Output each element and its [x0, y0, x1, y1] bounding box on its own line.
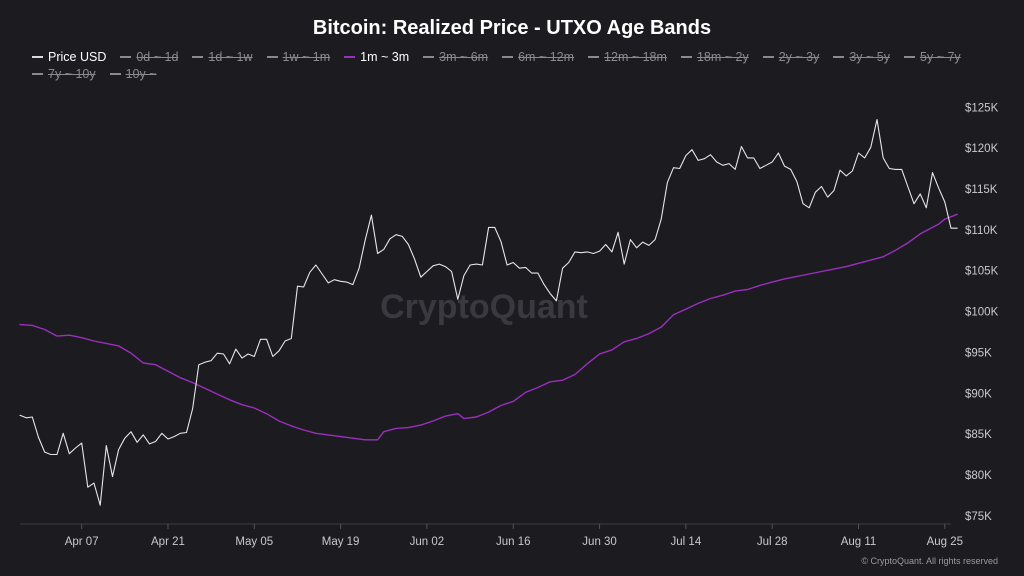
chart-title: Bitcoin: Realized Price - UTXO Age Bands — [312, 17, 712, 39]
legend-label: 7y ~ 10y — [48, 67, 96, 81]
x-tick-label: Jul 14 — [671, 536, 702, 548]
x-tick-label: Jun 02 — [410, 536, 445, 548]
legend-swatch — [109, 73, 121, 75]
legend-item-2y-3y[interactable]: 2y ~ 3y — [762, 50, 820, 64]
legend-item-10y[interactable]: 10y ~ — [109, 67, 157, 81]
y-tick-label: $85K — [965, 429, 992, 441]
legend-label: 12m ~ 18m — [604, 50, 667, 64]
x-tick-label: Apr 21 — [151, 536, 185, 548]
legend-label: 1d ~ 1w — [208, 50, 253, 64]
series-line-price-usd — [19, 118, 958, 506]
legend-item-18m-2y[interactable]: 18m ~ 2y — [680, 50, 749, 64]
legend-label: 6m ~ 12m — [518, 50, 575, 64]
y-tick-label: $75K — [965, 511, 992, 523]
legend-item-3y-5y[interactable]: 3y ~ 5y — [833, 50, 890, 64]
legend-swatch — [904, 56, 916, 58]
legend-label: 5y ~ 7y — [920, 50, 961, 64]
y-tick-label: $90K — [965, 388, 992, 400]
legend-item-6m-12m[interactable]: 6m ~ 12m — [502, 50, 574, 64]
legend-swatch — [680, 56, 692, 58]
x-tick-label: Jun 16 — [496, 536, 531, 548]
legend-item-5y-7y[interactable]: 5y ~ 7y — [904, 50, 961, 64]
axes: Apr 07 Apr 21 May 05 May 19 Jun 02 Jun 16 Jun … — [20, 102, 999, 548]
legend-label: 18m ~ 2y — [696, 50, 749, 64]
legend-swatch — [762, 56, 774, 58]
legend-swatch — [266, 56, 278, 58]
legend-label: 3m ~ 6m — [439, 50, 489, 64]
legend-label: 2y ~ 3y — [778, 50, 820, 64]
y-tick-label: $125K — [965, 102, 999, 114]
legend: Price USD 0d ~ 1d 1d ~ 1w 1w ~ 1m 1m ~ 3m 3m … — [32, 50, 1002, 81]
watermark: CryptoQuant — [380, 288, 588, 326]
legend-label: 1w ~ 1m — [282, 50, 331, 64]
copyright-notice: © CryptoQuant. All rights reserved — [861, 556, 998, 566]
legend-label: 0d ~ 1d — [136, 50, 179, 64]
x-tick-label: Jun 30 — [582, 536, 617, 548]
legend-item-7y-10y[interactable]: 7y ~ 10y — [32, 67, 96, 81]
legend-swatch — [423, 56, 435, 58]
legend-item-price-usd[interactable]: Price USD — [32, 50, 106, 64]
y-tick-label: $120K — [965, 143, 999, 155]
legend-label: 3y ~ 5y — [849, 50, 891, 64]
y-tick-label: $100K — [965, 307, 999, 319]
legend-swatch — [344, 56, 356, 58]
legend-item-1d-1w[interactable]: 1d ~ 1w — [192, 50, 253, 64]
legend-item-1m-3m[interactable]: 1m ~ 3m — [344, 50, 409, 64]
legend-swatch — [120, 56, 132, 58]
legend-swatch — [833, 56, 845, 58]
legend-item-3m-6m[interactable]: 3m ~ 6m — [423, 50, 488, 64]
x-tick-label: Aug 25 — [927, 536, 963, 548]
legend-item-12m-18m[interactable]: 12m ~ 18m — [588, 50, 667, 64]
x-tick-label: Aug 11 — [841, 536, 877, 548]
series-layer — [19, 118, 958, 506]
x-tick-label: May 05 — [235, 536, 273, 548]
legend-item-0d-1d[interactable]: 0d ~ 1d — [120, 50, 178, 64]
legend-swatch — [32, 73, 43, 75]
legend-swatch — [502, 56, 514, 58]
x-tick-label: Apr 07 — [65, 536, 99, 548]
legend-label: 10y ~ — [125, 67, 157, 81]
legend-swatch — [32, 56, 43, 58]
y-tick-label: $80K — [965, 470, 992, 482]
x-tick-label: May 19 — [322, 536, 360, 548]
legend-swatch — [192, 56, 204, 58]
y-tick-label: $105K — [965, 266, 999, 278]
legend-label: 1m ~ 3m — [360, 50, 410, 64]
legend-item-1w-1m[interactable]: 1w ~ 1m — [266, 50, 331, 64]
y-tick-label: $115K — [965, 184, 998, 196]
y-tick-label: $110K — [965, 225, 998, 237]
series-line-1m-3m — [19, 213, 958, 441]
legend-swatch — [588, 56, 600, 58]
legend-label: Price USD — [48, 50, 107, 64]
x-tick-label: Jul 28 — [757, 536, 788, 548]
y-tick-label: $95K — [965, 347, 992, 359]
